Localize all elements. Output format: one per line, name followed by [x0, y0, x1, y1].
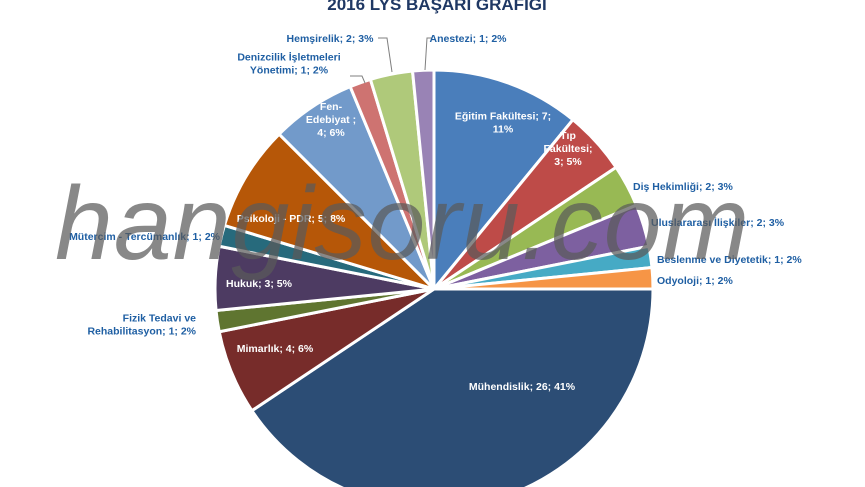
- pie-slice-muhendislik: [249, 287, 655, 487]
- slice-label-muhendislik: Mühendislik; 26; 41%: [469, 381, 576, 393]
- slice-label-egitim-fakultesi: Eğitim Fakültesi; 7; 11%: [455, 111, 551, 136]
- pie-slice-anestezi: [410, 68, 436, 290]
- slice-label-anestezi: Anestezi; 1; 2%: [429, 33, 507, 45]
- slice-label-tip-fakultesi: Tıp Fakültesi; 3; 5%: [543, 130, 592, 168]
- slice-label-beslenme-ve-diyetetik: Beslenme ve Diyetetik; 1; 2%: [657, 254, 802, 266]
- slice-label-uluslararasi-iliskiler: Uluslararası İlişkiler; 2; 3%: [651, 216, 785, 229]
- slice-label-fen-edebiyat: Fen-Edebiyat ; 4; 6%: [306, 101, 356, 139]
- slice-label-psikoloji-pdr: Psikoloji - PDR; 5; 8%: [237, 213, 346, 225]
- pie-slice-egitim-fakultesi: [432, 68, 576, 294]
- chart-title: 2016 LYS BAŞARI GRAFİĞİ: [327, 0, 547, 14]
- slice-label-dis-hekimligi: Diş Hekimliği; 2; 3%: [633, 181, 733, 193]
- slice-label-mutercim-tercumanlik: Mütercim - Tercümanlık; 1; 2%: [69, 231, 221, 243]
- leader-line-denizcilik-isletmeleri-yonetimi: [350, 75, 366, 84]
- slice-label-odyoloji: Odyoloji; 1; 2%: [657, 275, 734, 287]
- slice-labels: Eğitim Fakültesi; 7; 11%Tıp Fakültesi; 3; 5…: [69, 33, 802, 393]
- leader-line-anestezi: [424, 37, 432, 71]
- leader-lines: [350, 37, 432, 84]
- slice-label-hemsirelik: Hemşirelik; 2; 3%: [287, 33, 375, 45]
- leader-line-hemsirelik: [378, 37, 393, 73]
- slice-label-mimarlik: Mimarlık; 4; 6%: [237, 343, 314, 355]
- slice-label-fizik-tedavi-ve-rehabilitasyon: Fizik Tedavi ve Rehabilitasyon; 1; 2%: [87, 313, 196, 338]
- slice-label-hukuk: Hukuk; 3; 5%: [226, 278, 293, 290]
- slice-label-denizcilik-isletmeleri-yonetimi: Denizcilik İşletmeleri Yönetimi; 1; 2%: [237, 51, 340, 77]
- pie-slice-psikoloji-pdr: [222, 132, 436, 291]
- pie-slices: [213, 68, 655, 487]
